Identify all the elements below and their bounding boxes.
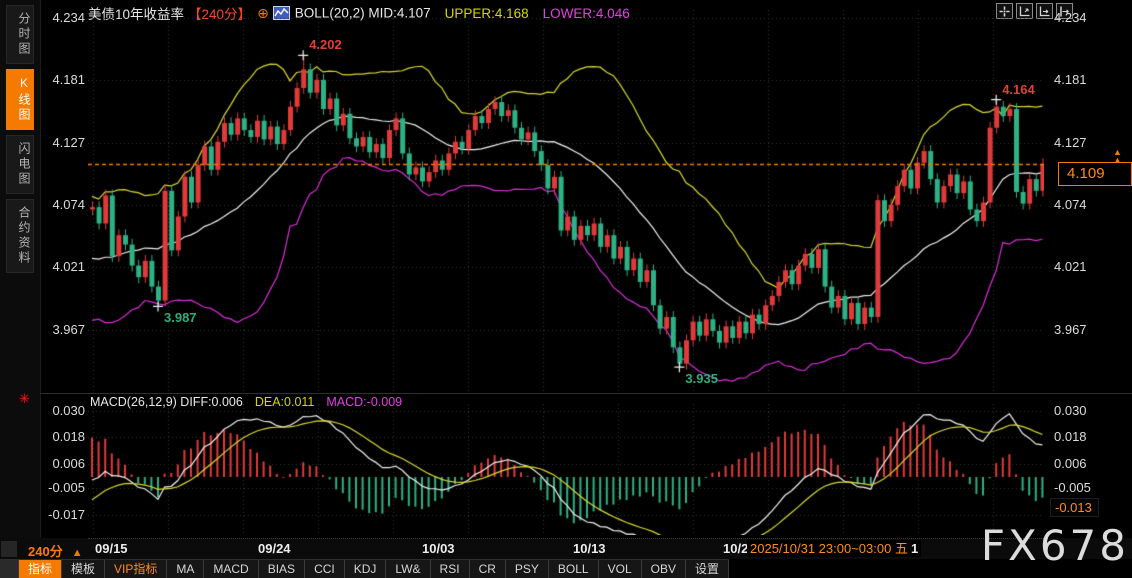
macd-axis-label: 0.006 bbox=[52, 455, 85, 471]
sidebar-tab-flash-chart[interactable]: 闪电图 bbox=[6, 135, 34, 194]
time-axis bbox=[0, 538, 1132, 559]
toolbar-item-PSY[interactable]: PSY bbox=[506, 560, 549, 578]
macd-axis-label: 0.030 bbox=[52, 402, 85, 418]
main-price-chart[interactable] bbox=[88, 10, 1044, 393]
price-axis-label: 4.181 bbox=[52, 71, 85, 87]
price-annotation: 4.164 bbox=[1002, 81, 1035, 97]
price-axis-label: 4.021 bbox=[1054, 258, 1087, 274]
toolbar-item-BOLL[interactable]: BOLL bbox=[549, 560, 599, 578]
macd-axis-label: 0.018 bbox=[52, 429, 85, 445]
toolbar-item-RSI[interactable]: RSI bbox=[431, 560, 470, 578]
price-annotation: 3.935 bbox=[685, 371, 718, 387]
hot-indicator-icon: ✳ bbox=[19, 391, 30, 406]
price-annotation: 3.987 bbox=[164, 310, 197, 326]
toolbar-item-LW&[interactable]: LW& bbox=[386, 560, 431, 578]
price-axis-label: 4.234 bbox=[52, 9, 85, 25]
sidebar-tab-contract-info[interactable]: 合约资料 bbox=[6, 199, 34, 273]
toolbar-item-VIP指标[interactable]: VIP指标 bbox=[105, 560, 168, 578]
macd-value-label: MACD:-0.009 bbox=[326, 395, 403, 409]
date-label: 09/24 bbox=[258, 541, 291, 556]
price-axis-label: 4.074 bbox=[1054, 196, 1087, 212]
time-axis-ticks bbox=[88, 538, 1044, 540]
toolbar-item-VOL[interactable]: VOL bbox=[599, 560, 642, 578]
date-label: 10/13 bbox=[573, 541, 606, 556]
macd-axis-label: 0.018 bbox=[1054, 429, 1087, 445]
toolbar-corner bbox=[0, 560, 19, 578]
toolbar-item-设置[interactable]: 设置 bbox=[686, 560, 729, 578]
price-annotation: 4.202 bbox=[309, 37, 342, 53]
price-axis-label: 4.181 bbox=[1054, 71, 1087, 87]
price-axis-label: 4.021 bbox=[52, 258, 85, 274]
toolbar-item-MA[interactable]: MA bbox=[167, 560, 205, 578]
price-axis-label: 3.967 bbox=[1054, 321, 1087, 337]
price-axis-label: 4.074 bbox=[52, 196, 85, 212]
toolbar-item-CCI[interactable]: CCI bbox=[305, 560, 345, 578]
macd-header: MACD(26,12,9) DIFF:0.006 DEA:0.011 MACD:-0… bbox=[90, 395, 402, 409]
toolbar-item-BIAS[interactable]: BIAS bbox=[259, 560, 306, 578]
toolbar-item-KDJ[interactable]: KDJ bbox=[345, 560, 387, 578]
macd-current-value-badge: -0.013 bbox=[1050, 498, 1099, 517]
period-selector[interactable]: 240分 ▲ bbox=[28, 544, 83, 559]
sidebar-tab-timeline-chart[interactable]: 分时图 bbox=[6, 5, 34, 64]
price-axis-label: 4.234 bbox=[1054, 9, 1087, 25]
toolbar-item-指标[interactable]: 指标 bbox=[19, 560, 63, 578]
macd-axis-label: -0.005 bbox=[48, 480, 85, 496]
toolbar-item-OBV[interactable]: OBV bbox=[642, 560, 686, 578]
macd-axis-label: 0.006 bbox=[1054, 455, 1087, 471]
toolbar-item-模板[interactable]: 模板 bbox=[62, 560, 106, 578]
toolbar-item-MACD[interactable]: MACD bbox=[204, 560, 259, 578]
corner-square bbox=[1, 541, 17, 557]
date-label: 09/15 bbox=[95, 541, 128, 556]
price-axis-label: 4.127 bbox=[1054, 134, 1087, 150]
sidebar-tab-kline-chart[interactable]: K线图 bbox=[6, 69, 34, 130]
current-price-box: 4.109 bbox=[1058, 162, 1132, 186]
pan-right-icon[interactable] bbox=[1056, 3, 1073, 19]
panel-divider bbox=[40, 393, 1132, 394]
macd-diff-label: MACD(26,12,9) DIFF:0.006 bbox=[90, 395, 243, 409]
sidebar: 分时图 K线图 闪电图 合约资料 ✳ bbox=[0, 0, 41, 538]
watermark: FX678 bbox=[980, 521, 1129, 570]
toolbar-item-CR[interactable]: CR bbox=[470, 560, 506, 578]
period-dropdown-icon[interactable]: ▲ bbox=[71, 547, 83, 559]
scroll-to-latest-icon[interactable]: ▲ ▲ bbox=[1113, 147, 1122, 165]
indicator-toolbar: 指标 模板 VIP指标 MA MACD BIAS CCI KDJ LW& RSI CR PSY BOLL… bbox=[0, 559, 729, 578]
price-axis-label: 3.967 bbox=[52, 321, 85, 337]
macd-axis-label: -0.017 bbox=[48, 506, 85, 522]
date-label: 10/2 bbox=[723, 541, 749, 556]
price-axis-label: 4.127 bbox=[52, 134, 85, 150]
macd-dea-label: DEA:0.011 bbox=[254, 395, 315, 409]
macd-axis-label: 0.030 bbox=[1054, 402, 1087, 418]
date-label: 10/03 bbox=[422, 541, 455, 556]
macd-indicator-chart[interactable] bbox=[88, 404, 1044, 535]
macd-axis-label: -0.005 bbox=[1054, 480, 1091, 496]
